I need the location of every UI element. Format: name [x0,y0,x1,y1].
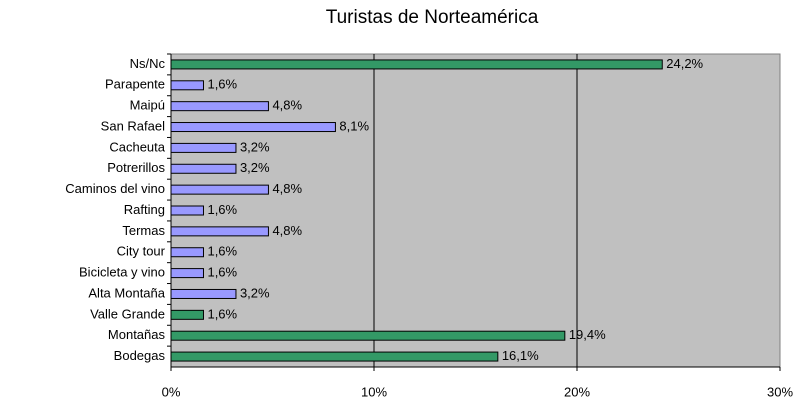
chart-title: Turistas de Norteamérica [326,7,539,28]
value-label: 1,6% [207,202,237,217]
x-tick-label: 0% [162,384,181,399]
y-tick-label: Rafting [124,202,165,217]
bar [170,288,237,299]
x-tick-label: 30% [767,384,793,399]
y-tick-label: San Rafael [101,118,165,133]
y-tick-label: Bodegas [114,348,166,363]
y-tick-label: Potrerillos [107,160,165,175]
bar [170,101,269,112]
value-label: 4,8% [272,181,302,196]
bar [170,122,336,133]
y-tick-label: Maipú [130,98,165,113]
y-tick-label: Bicicleta y vino [79,265,165,280]
value-label: 16,1% [502,348,539,363]
value-label: 3,2% [240,285,270,300]
x-tick-label: 20% [564,384,590,399]
bar [170,163,237,174]
value-label: 3,2% [240,160,270,175]
bar [170,205,204,216]
bar [170,268,204,279]
bar [170,59,663,70]
value-label: 19,4% [569,327,606,342]
bar [170,80,204,91]
value-label: 1,6% [207,306,237,321]
plot-area [170,53,781,368]
y-tick-label: Termas [122,223,165,238]
y-tick-label: City tour [117,244,166,259]
value-label: 1,6% [207,77,237,92]
bar [170,142,237,153]
y-tick-label: Montañas [108,327,166,342]
value-label: 1,6% [207,265,237,280]
bar [170,226,269,237]
value-label: 8,1% [339,118,369,133]
bar [170,351,499,362]
y-tick-label: Caminos del vino [65,181,165,196]
value-label: 1,6% [207,244,237,259]
bar [170,184,269,195]
value-label: 24,2% [666,56,703,71]
bar [170,330,566,341]
y-tick-label: Parapente [105,77,165,92]
y-tick-label: Alta Montaña [88,285,165,300]
y-tick-label: Cacheuta [109,139,165,154]
y-tick-label: Valle Grande [90,306,165,321]
bar [170,309,204,320]
bar [170,247,204,258]
value-label: 4,8% [272,98,302,113]
x-tick-label: 10% [361,384,387,399]
value-label: 3,2% [240,139,270,154]
value-label: 4,8% [272,223,302,238]
y-tick-label: Ns/Nc [130,56,166,71]
